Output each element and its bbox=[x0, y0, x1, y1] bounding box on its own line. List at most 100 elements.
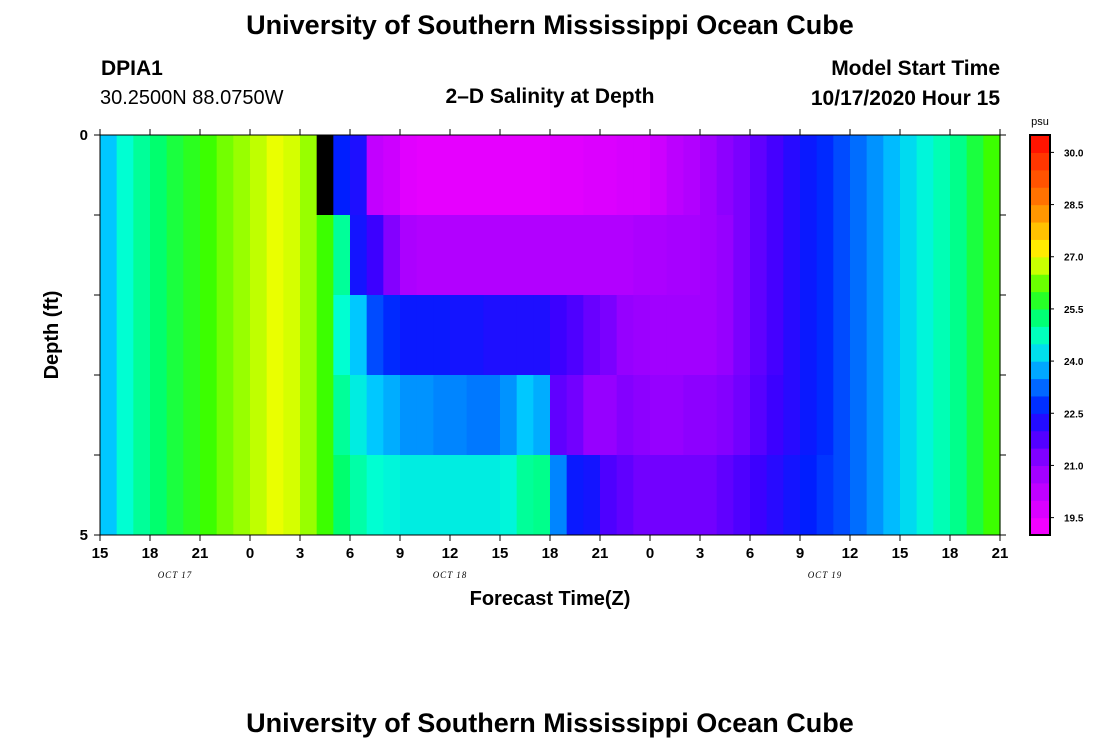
heatmap-cell bbox=[466, 215, 484, 295]
heatmap-cell bbox=[500, 295, 518, 375]
colorbar-segment bbox=[1030, 378, 1050, 397]
heatmap-cell bbox=[300, 295, 318, 375]
heatmap-cell bbox=[766, 215, 784, 295]
colorbar-segment bbox=[1030, 326, 1050, 345]
heatmap-cell bbox=[266, 215, 284, 295]
heatmap-cell bbox=[466, 135, 484, 215]
colorbar-segment bbox=[1030, 152, 1050, 171]
model-start-label: Model Start Time bbox=[831, 57, 1000, 80]
heatmap-cell bbox=[100, 455, 118, 535]
colorbar-frame bbox=[1029, 134, 1051, 536]
heatmap-cell bbox=[483, 215, 501, 295]
heatmap-cell bbox=[850, 135, 868, 215]
heatmap-cell bbox=[833, 135, 851, 215]
heatmap-cell bbox=[700, 215, 718, 295]
heatmap-cell bbox=[816, 295, 834, 375]
heatmap-cell bbox=[816, 215, 834, 295]
heatmap-cell bbox=[533, 375, 551, 455]
heatmap-cell bbox=[416, 295, 434, 375]
heatmap-cell bbox=[183, 375, 201, 455]
date-label: OCT 17 bbox=[158, 570, 193, 580]
heatmap-cell bbox=[550, 295, 568, 375]
colorbar-tick-label: 30.0 bbox=[1064, 148, 1084, 159]
heatmap-cell bbox=[116, 135, 134, 215]
heatmap-cell bbox=[683, 135, 701, 215]
heatmap-cell bbox=[816, 455, 834, 535]
heatmap-cell bbox=[533, 455, 551, 535]
x-tick-label: 0 bbox=[646, 545, 654, 562]
heatmap-cell bbox=[583, 135, 601, 215]
heatmap-cell bbox=[583, 295, 601, 375]
heatmap-cell bbox=[716, 455, 734, 535]
heatmap-cell bbox=[866, 295, 884, 375]
colorbar-unit: psu bbox=[1031, 116, 1049, 128]
heatmap-cell bbox=[200, 295, 218, 375]
heatmap-cell bbox=[300, 135, 318, 215]
heatmap-cell bbox=[650, 375, 668, 455]
heatmap-cell bbox=[416, 375, 434, 455]
heatmap-cell bbox=[383, 455, 401, 535]
heatmap-cell bbox=[483, 375, 501, 455]
heatmap-cell bbox=[300, 375, 318, 455]
station-id: DPIA1 bbox=[101, 57, 163, 80]
heatmap-cell bbox=[583, 375, 601, 455]
heatmap-cell bbox=[750, 215, 768, 295]
heatmap-cell bbox=[900, 135, 918, 215]
heatmap-cell bbox=[750, 375, 768, 455]
heatmap-cell bbox=[133, 135, 151, 215]
heatmap-cell bbox=[983, 215, 1001, 295]
heatmap-cell bbox=[450, 375, 468, 455]
heatmap-cell bbox=[566, 215, 584, 295]
heatmap-cell bbox=[633, 455, 651, 535]
heatmap-cell bbox=[733, 135, 751, 215]
heatmap-cell bbox=[333, 215, 351, 295]
heatmap-cell bbox=[833, 215, 851, 295]
heatmap-cell bbox=[950, 135, 968, 215]
heatmap-cell bbox=[966, 455, 984, 535]
heatmap-cell bbox=[900, 215, 918, 295]
heatmap-cell bbox=[883, 215, 901, 295]
heatmap-cell bbox=[700, 375, 718, 455]
heatmap-cell bbox=[966, 375, 984, 455]
x-tick-label: 21 bbox=[992, 545, 1009, 562]
heatmap-cell bbox=[150, 135, 168, 215]
colorbar-segment bbox=[1030, 274, 1050, 293]
heatmap-cell bbox=[133, 215, 151, 295]
x-axis-label: Forecast Time(Z) bbox=[470, 588, 631, 610]
heatmap-cell bbox=[333, 135, 351, 215]
heatmap-cell bbox=[333, 295, 351, 375]
heatmap-cell bbox=[783, 455, 801, 535]
heatmap-cell bbox=[983, 375, 1001, 455]
colorbar-tick-label: 25.5 bbox=[1064, 305, 1084, 316]
heatmap-cell bbox=[350, 135, 368, 215]
heatmap-cell bbox=[883, 375, 901, 455]
heatmap-cell bbox=[900, 455, 918, 535]
heatmap-cell bbox=[633, 375, 651, 455]
x-tick-label: 12 bbox=[442, 545, 459, 562]
heatmap-cell bbox=[316, 455, 334, 535]
heatmap-cell bbox=[500, 215, 518, 295]
heatmap-cell bbox=[933, 455, 951, 535]
heatmap-cell bbox=[150, 215, 168, 295]
colorbar-segment bbox=[1030, 361, 1050, 380]
heatmap-cell bbox=[983, 455, 1001, 535]
heatmap-cell bbox=[283, 135, 301, 215]
heatmap-cell bbox=[333, 375, 351, 455]
colorbar-segment bbox=[1030, 169, 1050, 188]
colorbar-segment bbox=[1030, 187, 1050, 206]
heatmap-cell bbox=[316, 375, 334, 455]
heatmap-cell bbox=[600, 295, 618, 375]
heatmap-cell bbox=[566, 455, 584, 535]
heatmap-cell bbox=[950, 375, 968, 455]
heatmap-cell bbox=[483, 135, 501, 215]
heatmap-cell bbox=[866, 375, 884, 455]
date-label: OCT 19 bbox=[808, 570, 843, 580]
heatmap-cell bbox=[650, 455, 668, 535]
heatmap-cell bbox=[500, 455, 518, 535]
heatmap-cell bbox=[633, 135, 651, 215]
heatmap-cell bbox=[700, 135, 718, 215]
heatmap-cell bbox=[416, 455, 434, 535]
heatmap-cell bbox=[666, 135, 684, 215]
colorbar-segment bbox=[1030, 430, 1050, 449]
heatmap-cell bbox=[866, 135, 884, 215]
